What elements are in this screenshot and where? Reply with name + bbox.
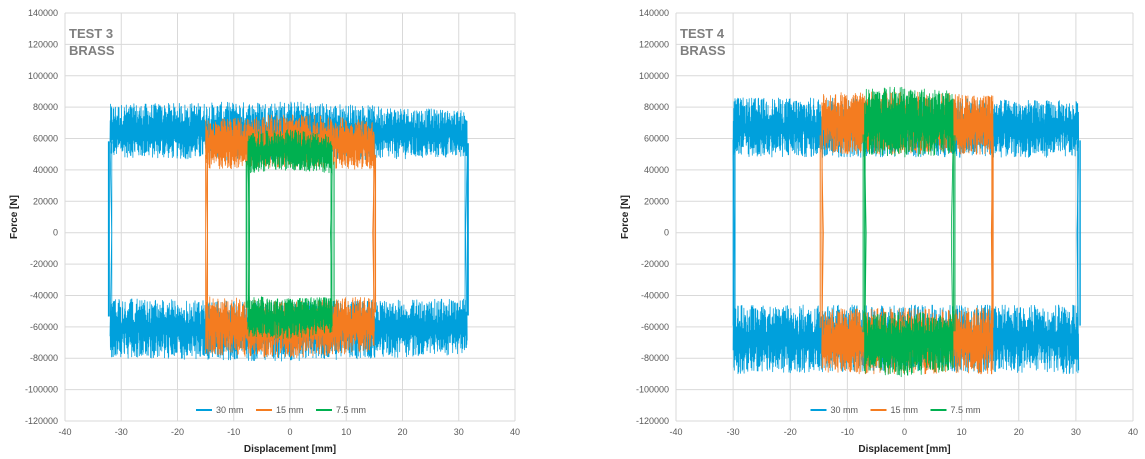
legend-label: 15 mm bbox=[891, 405, 919, 415]
series-7-5-mm bbox=[862, 86, 956, 378]
x-tick-label: 10 bbox=[957, 427, 967, 437]
y-tick-label: 40000 bbox=[644, 165, 669, 175]
y-tick-label: -120000 bbox=[636, 416, 669, 426]
x-tick-label: 20 bbox=[397, 427, 407, 437]
x-tick-label: 0 bbox=[287, 427, 292, 437]
y-axis-title: Force [N] bbox=[9, 195, 20, 239]
y-tick-label: -60000 bbox=[641, 322, 669, 332]
x-tick-label: -10 bbox=[227, 427, 240, 437]
y-tick-label: 140000 bbox=[639, 8, 669, 18]
y-tick-label: -20000 bbox=[30, 259, 58, 269]
y-tick-label: -100000 bbox=[25, 385, 58, 395]
x-tick-label: -10 bbox=[841, 427, 854, 437]
x-tick-label: -30 bbox=[727, 427, 740, 437]
panel-label-line: TEST 3 bbox=[69, 26, 113, 41]
chart-panel-2: -40 -30 -20 -10 0 10 20 30 40 -120000 -100000 -8000… bbox=[620, 8, 1138, 455]
legend-label: 15 mm bbox=[276, 405, 304, 415]
legend-label: 7.5 mm bbox=[951, 405, 981, 415]
x-tick-label: -40 bbox=[58, 427, 71, 437]
panel-label-line: BRASS bbox=[69, 43, 115, 58]
y-tick-label: -60000 bbox=[30, 322, 58, 332]
series-30-mm bbox=[732, 97, 1081, 375]
series-7-5-mm bbox=[245, 129, 335, 339]
panel-label-line: BRASS bbox=[680, 43, 726, 58]
y-tick-label: 20000 bbox=[33, 196, 58, 206]
x-tick-label: 40 bbox=[1128, 427, 1138, 437]
y-tick-label: 20000 bbox=[644, 196, 669, 206]
series-trace bbox=[864, 86, 954, 378]
x-tick-label: -40 bbox=[669, 427, 682, 437]
chart-panel-1: -40 -30 -20 -10 0 10 20 30 40 -120000 -100000 -8000… bbox=[9, 8, 520, 455]
x-tick-label: 0 bbox=[902, 427, 907, 437]
y-tick-label: -40000 bbox=[30, 290, 58, 300]
y-tick-label: 80000 bbox=[33, 102, 58, 112]
y-tick-label: -40000 bbox=[641, 290, 669, 300]
x-tick-label: 30 bbox=[1071, 427, 1081, 437]
y-tick-label: -80000 bbox=[30, 353, 58, 363]
y-tick-label: -80000 bbox=[641, 353, 669, 363]
legend-label: 30 mm bbox=[831, 405, 859, 415]
x-axis-title: Displacement [mm] bbox=[244, 444, 336, 455]
x-axis-title: Displacement [mm] bbox=[858, 444, 950, 455]
y-tick-label: 40000 bbox=[33, 165, 58, 175]
x-tick-label: 20 bbox=[1014, 427, 1024, 437]
y-tick-label: 60000 bbox=[644, 134, 669, 144]
x-tick-label: -20 bbox=[784, 427, 797, 437]
y-tick-label: -100000 bbox=[636, 385, 669, 395]
y-tick-label: 0 bbox=[664, 228, 669, 238]
y-tick-label: -20000 bbox=[641, 259, 669, 269]
y-tick-label: -120000 bbox=[25, 416, 58, 426]
panel-label-line: TEST 4 bbox=[680, 26, 725, 41]
x-tick-label: -20 bbox=[171, 427, 184, 437]
y-tick-label: 120000 bbox=[28, 39, 58, 49]
x-tick-label: 10 bbox=[341, 427, 351, 437]
legend-label: 7.5 mm bbox=[336, 405, 366, 415]
x-tick-label: 30 bbox=[454, 427, 464, 437]
y-axis-title: Force [N] bbox=[620, 195, 631, 239]
y-tick-label: 120000 bbox=[639, 39, 669, 49]
y-tick-label: 100000 bbox=[28, 71, 58, 81]
y-tick-label: 140000 bbox=[28, 8, 58, 18]
y-tick-label: 60000 bbox=[33, 134, 58, 144]
y-tick-label: 0 bbox=[53, 228, 58, 238]
x-tick-label: -30 bbox=[115, 427, 128, 437]
legend-label: 30 mm bbox=[216, 405, 244, 415]
series-trace bbox=[247, 129, 333, 339]
y-tick-label: 100000 bbox=[639, 71, 669, 81]
y-tick-label: 80000 bbox=[644, 102, 669, 112]
x-tick-label: 40 bbox=[510, 427, 520, 437]
